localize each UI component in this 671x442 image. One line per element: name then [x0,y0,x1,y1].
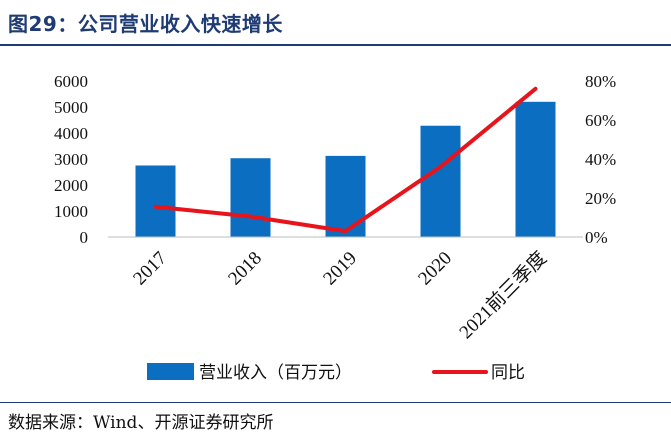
category-label: 2021前三季度 [455,247,551,343]
category-label: 2018 [224,248,266,290]
chart-title: 图29：公司营业收入快速增长 [8,12,283,36]
left-tick-label: 5000 [54,98,88,117]
category-labels: 2017 2018 2019 2020 2021前三季度 [129,247,551,343]
right-tick-label: 60% [585,111,616,130]
legend-bar-label: 营业收入（百万元） [199,363,352,383]
left-tick-label: 4000 [54,124,88,143]
title-divider [0,44,671,46]
right-tick-label: 40% [585,150,616,169]
left-tick-label: 6000 [54,72,88,91]
revenue-bar [420,125,461,237]
left-tick-label: 2000 [54,176,88,195]
legend: 营业收入（百万元） 同比 [147,363,525,383]
revenue-bar [135,165,176,237]
legend-bar-swatch [147,363,194,380]
source-divider [0,402,671,403]
left-tick-label: 0 [80,228,89,247]
category-label: 2020 [414,248,456,290]
right-tick-label: 80% [585,72,616,91]
right-tick-label: 0% [585,228,608,247]
revenue-bar [230,158,271,237]
category-label: 2017 [129,248,171,290]
bar-series [135,101,556,237]
right-axis: 0% 20% 40% 60% 80% [585,72,616,247]
growth-line [153,86,538,234]
source-note: 数据来源：Wind、开源证券研究所 [8,413,274,433]
category-label: 2019 [319,248,361,290]
left-tick-label: 1000 [54,202,88,221]
left-axis: 0 1000 2000 3000 4000 5000 6000 [54,72,88,247]
right-tick-label: 20% [585,189,616,208]
revenue-bar [515,101,556,237]
revenue-bar [325,155,366,237]
legend-line-label: 同比 [491,363,525,383]
left-tick-label: 3000 [54,150,88,169]
